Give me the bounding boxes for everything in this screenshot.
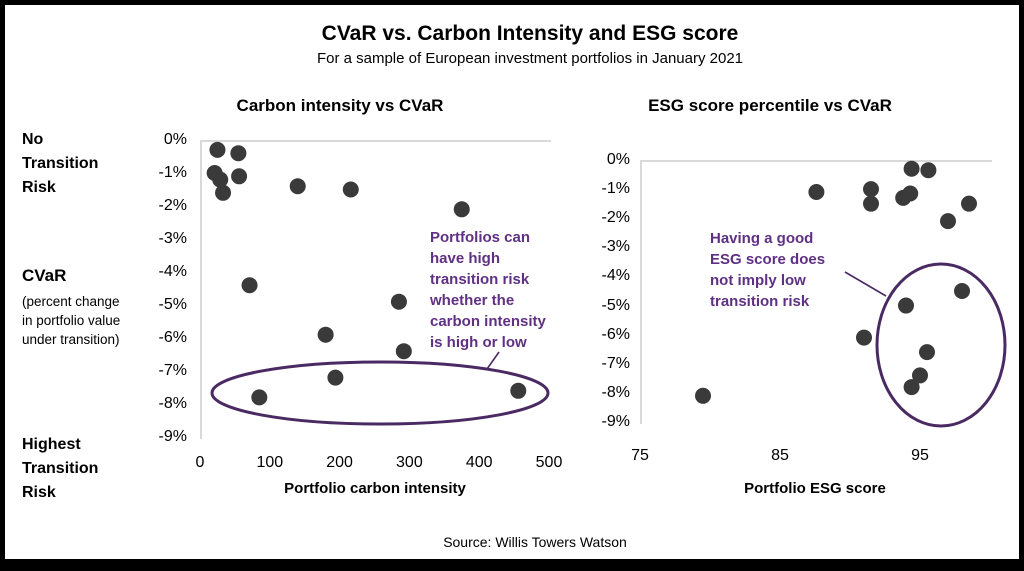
y-tick-label: -5% [601,296,630,314]
page-title: CVaR vs. Carbon Intensity and ESG score [321,22,739,45]
y-tick-label: -7% [601,354,630,372]
x-tick-label: 0 [195,454,205,471]
y-tick-label: -9% [158,428,187,445]
y-tick-label: -6% [601,325,630,343]
y-tick-label: -3% [601,238,630,256]
x-tick-label: 95 [911,447,929,464]
y-tick-label: -1% [158,164,187,181]
y-tick-label: -8% [601,383,630,401]
right-x-axis-title: Portfolio ESG score [744,480,886,497]
side-label-highest-transition-risk: Highest Transition Risk [22,436,99,501]
y-tick-label: -1% [601,180,630,198]
x-tick-label: 500 [535,454,563,471]
frame-border-left [0,0,5,571]
x-tick-label: 200 [326,454,353,471]
frame-border-top [0,0,1024,5]
y-tick-label: -3% [158,230,187,247]
x-tick-label: 400 [465,454,493,471]
x-tick-label: 85 [771,447,789,464]
y-tick-label: 0% [163,131,187,148]
frame-border-right [1019,0,1024,571]
y-tick-label: -7% [158,362,187,379]
side-label-cvar-description: (percent change in portfolio value under… [22,294,121,347]
right-chart-title: ESG score percentile vs CVaR [648,96,892,115]
y-tick-label: -6% [158,329,187,346]
y-tick-label: -9% [601,413,630,430]
left-chart-title: Carbon intensity vs CVaR [236,96,444,115]
x-tick-label: 75 [631,447,649,464]
side-label-no-transition-risk: No Transition Risk [22,131,99,196]
y-tick-label: -5% [158,296,187,313]
source-note: Source: Willis Towers Watson [443,534,627,550]
y-tick-label: -4% [158,263,187,280]
x-tick-label: 300 [396,454,423,471]
frame-border-bottom [0,559,1024,571]
x-tick-label: 100 [256,454,284,471]
left-plot-area [200,140,551,439]
side-label-cvar: CVaR [22,266,67,285]
left-annotation: Portfolios can have high transition risk… [430,229,546,351]
y-tick-label: 0% [606,151,630,168]
left-x-axis-title: Portfolio carbon intensity [284,480,466,497]
y-tick-label: -8% [158,395,187,412]
right-plot-area [640,160,992,424]
y-tick-label: -2% [601,209,630,227]
y-tick-label: -2% [158,197,187,214]
y-tick-label: -4% [601,267,630,285]
page-subtitle: For a sample of European investment port… [316,50,744,67]
right-annotation: Having a good ESG score does not imply l… [710,230,826,310]
